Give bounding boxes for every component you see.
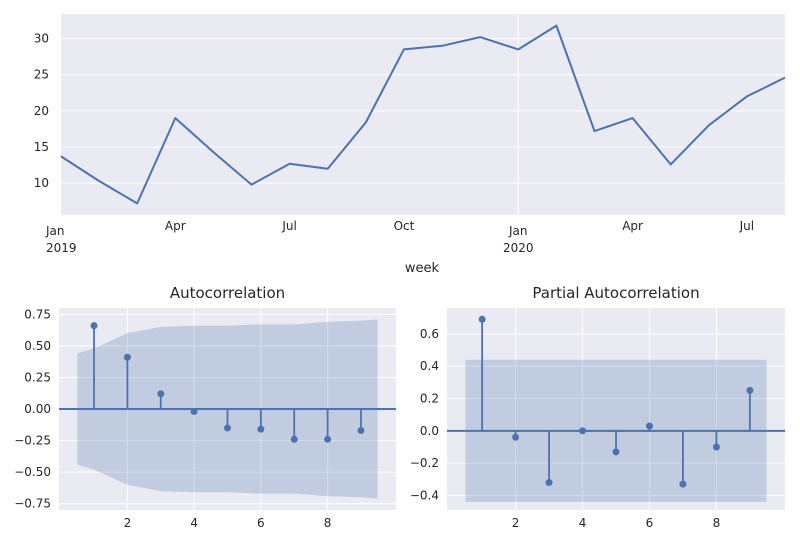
y-tick-label: 0.75 <box>24 307 51 321</box>
y-tick-label: −0.75 <box>14 497 51 511</box>
stem-marker <box>712 443 720 451</box>
y-tick-label: 0.2 <box>420 391 439 405</box>
stem-marker <box>324 435 332 443</box>
acf-panel: 0.75 0.50 0.25 0.00 −0.25 −0.50 −0.75 2 4 6 8 Autoc… <box>14 284 396 530</box>
y-tick-label: 25 <box>34 68 49 82</box>
y-tick-label: 0.50 <box>24 339 51 353</box>
y-tick-label: 0.0 <box>420 424 439 438</box>
stem-marker <box>290 435 298 443</box>
y-tick-label: 0.25 <box>24 370 51 384</box>
x-tick-year-label: 2019 <box>46 241 77 255</box>
x-tick-label: Jul <box>281 219 296 233</box>
x-tick-label: Oct <box>394 219 415 233</box>
x-tick-label: 6 <box>257 516 265 530</box>
chart-title: Autocorrelation <box>170 284 285 302</box>
stem-marker <box>545 479 553 487</box>
x-axis-label: week <box>405 261 440 276</box>
y-tick-label: 15 <box>34 140 49 154</box>
y-tick-label: 10 <box>34 176 49 190</box>
x-tick-label: 6 <box>646 516 654 530</box>
y-tick-label: 30 <box>34 32 49 46</box>
x-tick-label: 8 <box>713 516 721 530</box>
x-tick-year-label: 2020 <box>503 241 534 255</box>
y-tick-label: 0.00 <box>24 402 51 416</box>
y-tick-label: −0.25 <box>14 434 51 448</box>
x-tick-label: 2 <box>124 516 132 530</box>
stem-marker <box>190 408 198 416</box>
y-tick-label: −0.4 <box>410 488 439 502</box>
x-tick-label: 2 <box>512 516 520 530</box>
stem-marker <box>123 353 131 361</box>
series-line <box>60 24 786 205</box>
x-tick-label: 8 <box>324 516 332 530</box>
stem-marker <box>224 424 231 432</box>
x-tick-label: Apr <box>165 219 186 233</box>
y-tick-label: 0.6 <box>420 327 439 341</box>
y-tick-label: 20 <box>34 104 49 118</box>
stem-marker <box>645 422 653 430</box>
x-tick-label: 4 <box>579 516 587 530</box>
stem-marker <box>157 390 165 398</box>
x-tick-label: Jan <box>45 224 65 238</box>
x-tick-label: Jan <box>508 224 528 238</box>
time-series-panel: 10 15 20 25 30 Jan 2019 Apr Jul Oct Jan 2020 Apr Jul w… <box>34 14 786 276</box>
y-tick-label: −0.2 <box>410 456 439 470</box>
chart-title: Partial Autocorrelation <box>532 284 699 302</box>
x-tick-label: Jul <box>739 219 754 233</box>
plot-area <box>447 308 785 510</box>
stem-marker <box>512 433 520 441</box>
plot-area <box>61 14 785 215</box>
stem-marker <box>257 425 265 433</box>
y-tick-label: −0.50 <box>14 465 51 479</box>
pacf-panel: 0.6 0.4 0.2 0.0 −0.2 −0.4 2 4 6 8 Partial Autocorr… <box>410 284 785 530</box>
stem-marker <box>579 427 587 435</box>
stem-marker <box>746 386 754 394</box>
x-tick-label: Apr <box>622 219 643 233</box>
x-tick-label: 4 <box>190 516 198 530</box>
stem-marker <box>357 426 365 434</box>
stem-marker <box>478 315 486 323</box>
stem-marker <box>679 480 687 488</box>
stem-marker <box>90 322 98 330</box>
y-tick-label: 0.4 <box>420 359 439 373</box>
stem-marker <box>612 448 620 456</box>
